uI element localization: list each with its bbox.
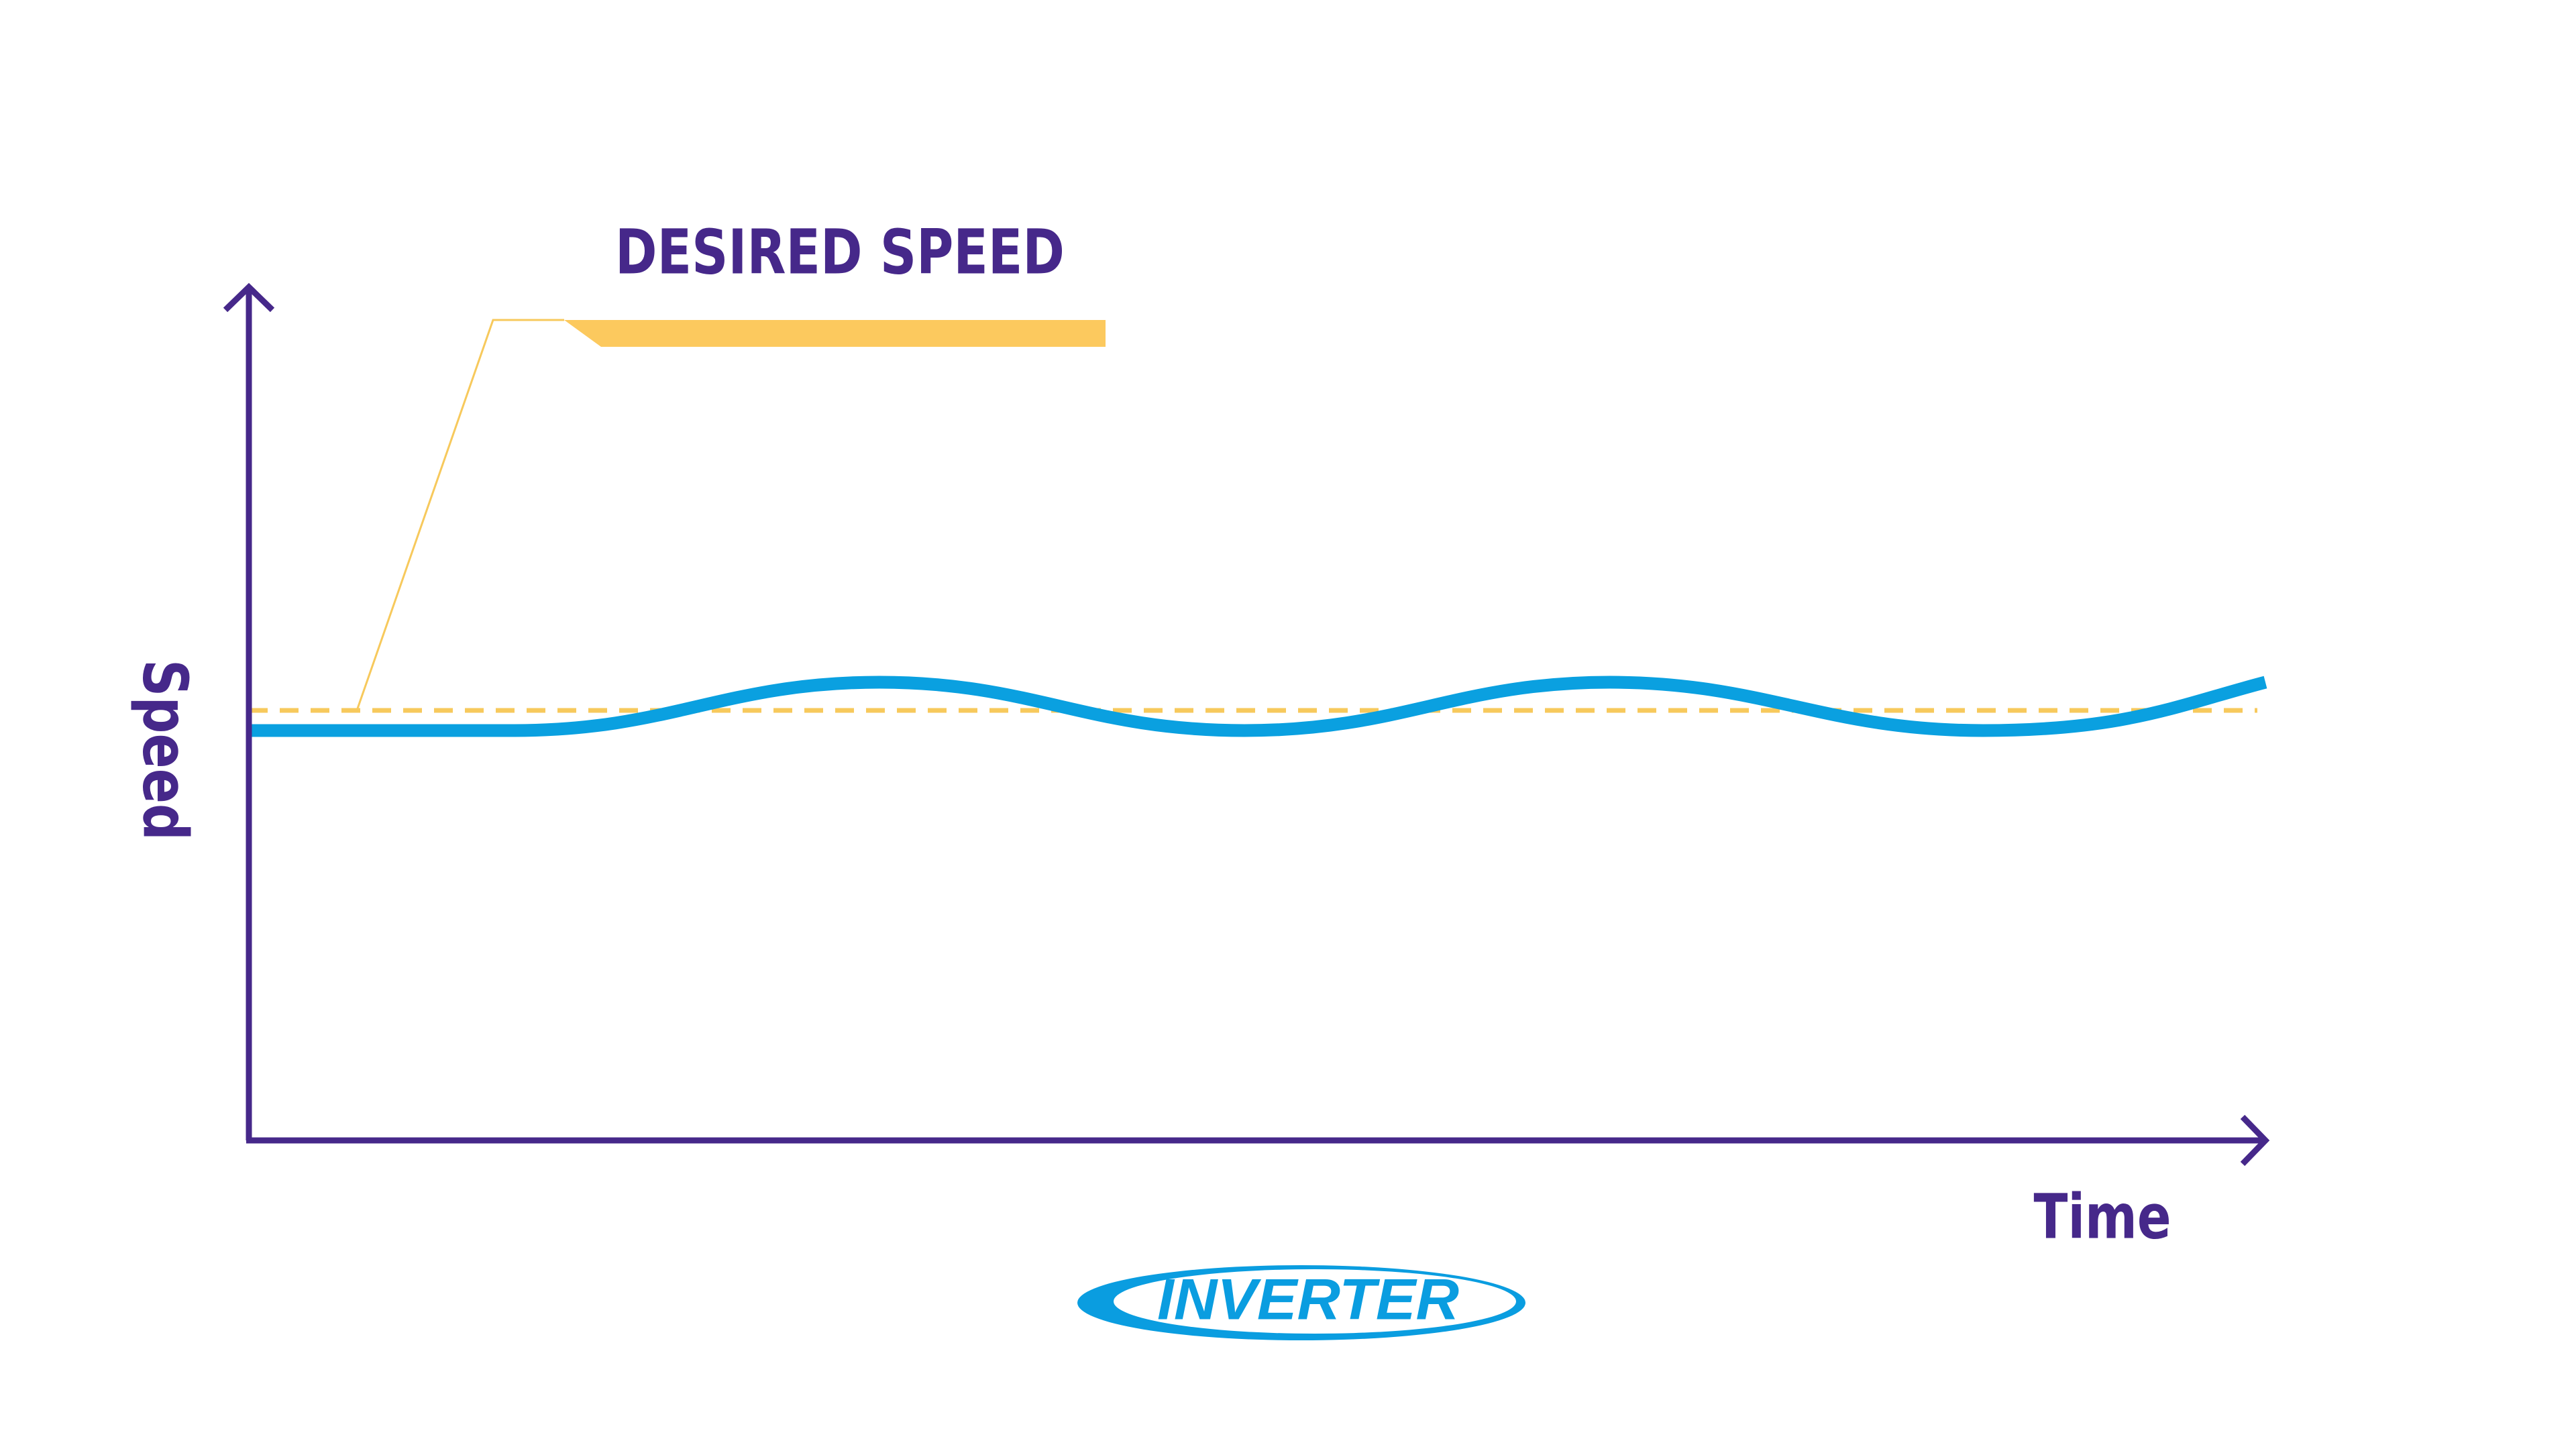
callout-leader <box>356 319 564 711</box>
x-axis-arrow <box>2240 1114 2270 1167</box>
logo: INVERTER <box>1077 1265 1525 1340</box>
y-axis-arrow <box>223 282 275 313</box>
x-axis-label: Time <box>2034 1181 2171 1252</box>
logo-inner <box>1114 1269 1516 1334</box>
logo-text: INVERTER <box>1157 1268 1459 1332</box>
speed-curve <box>249 676 2267 737</box>
callout-bar <box>564 320 1106 347</box>
y-axis-label: Speed <box>129 659 201 841</box>
callout-label: DESIRED SPEED <box>615 216 1065 288</box>
